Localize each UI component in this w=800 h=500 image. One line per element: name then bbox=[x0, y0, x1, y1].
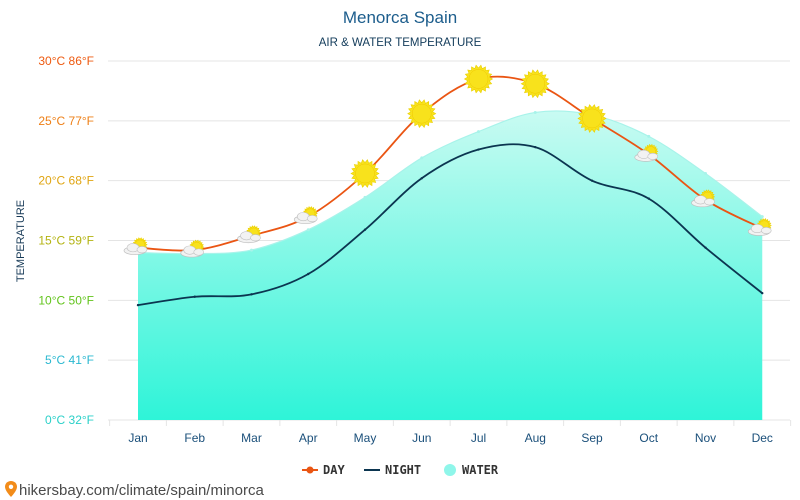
partly-cloudy-icon bbox=[634, 143, 659, 162]
footer-source-link[interactable]: hikersbay.com/climate/spain/minorca bbox=[19, 482, 264, 499]
sun-icon bbox=[520, 69, 550, 99]
x-tick-label: Apr bbox=[299, 431, 318, 445]
partly-cloudy-icon bbox=[180, 239, 205, 258]
partly-cloudy-icon bbox=[123, 237, 148, 256]
weather-icons-layer bbox=[123, 64, 772, 258]
night-point bbox=[761, 291, 764, 295]
water-area-layer bbox=[136, 110, 764, 420]
x-tick-label: Feb bbox=[184, 431, 205, 445]
y-tick-label: 5°C 41°F bbox=[45, 353, 94, 367]
x-tick-label: May bbox=[354, 431, 377, 445]
y-tick-label: 15°C 59°F bbox=[38, 234, 94, 248]
x-tick-label: Jun bbox=[412, 431, 431, 445]
legend-item-day[interactable]: DAY bbox=[302, 463, 345, 477]
sun-icon bbox=[577, 104, 607, 133]
x-tick-label: Oct bbox=[639, 431, 658, 445]
legend-night-label: NIGHT bbox=[385, 463, 421, 477]
night-point bbox=[477, 148, 480, 151]
water-point bbox=[477, 130, 480, 134]
partly-cloudy-icon bbox=[691, 189, 716, 208]
partly-cloudy-icon bbox=[747, 218, 772, 236]
legend-day-marker bbox=[306, 466, 314, 474]
night-point bbox=[647, 197, 650, 200]
water-point bbox=[250, 248, 253, 252]
y-tick-label: 0°C 32°F bbox=[45, 413, 94, 427]
night-point bbox=[363, 228, 367, 231]
x-tick-label: Nov bbox=[695, 431, 716, 445]
y-axis-label: TEMPERATURE bbox=[15, 200, 27, 282]
water-area bbox=[138, 110, 763, 420]
water-point bbox=[306, 228, 310, 232]
x-tick-label: Aug bbox=[525, 431, 546, 445]
location-pin-dot bbox=[8, 484, 14, 489]
sun-icon bbox=[463, 64, 494, 94]
water-point bbox=[363, 195, 367, 199]
water-point bbox=[760, 215, 764, 219]
legend-day-label: DAY bbox=[323, 463, 345, 477]
y-tick-label: 30°C 86°F bbox=[38, 54, 94, 68]
water-point bbox=[420, 156, 424, 160]
location-pin-icon bbox=[5, 481, 17, 497]
night-point bbox=[534, 145, 537, 149]
legend-water-label: WATER bbox=[462, 463, 499, 477]
night-point bbox=[250, 293, 253, 296]
legend-item-water[interactable]: WATER bbox=[444, 463, 499, 477]
y-tick-label: 10°C 50°F bbox=[38, 293, 94, 307]
legend: DAY NIGHT WATER bbox=[302, 463, 499, 477]
night-point bbox=[590, 179, 594, 182]
x-tick-labels: Jan Feb Mar Apr May Jun Jul Aug Sep Oct Nov Dec bbox=[128, 431, 773, 445]
footer: hikersbay.com/climate/spain/minorca bbox=[5, 481, 264, 499]
x-tick-label: Dec bbox=[752, 431, 773, 445]
x-tick-label: Mar bbox=[241, 431, 262, 445]
legend-item-night[interactable]: NIGHT bbox=[364, 463, 421, 477]
legend-water-swatch bbox=[444, 464, 456, 476]
night-point bbox=[136, 303, 140, 307]
night-point bbox=[420, 177, 423, 180]
x-tick-label: Jul bbox=[471, 431, 486, 445]
water-point bbox=[647, 134, 651, 138]
chart-subtitle: AIR & WATER TEMPERATURE bbox=[319, 37, 482, 49]
water-point bbox=[533, 110, 537, 114]
y-tick-labels: 0°C 32°F 5°C 41°F 10°C 50°F 15°C 59°F 20°C 6… bbox=[38, 54, 94, 427]
sun-icon bbox=[350, 159, 380, 188]
night-point bbox=[193, 295, 196, 298]
sun-icon bbox=[407, 99, 437, 129]
partly-cloudy-icon bbox=[237, 225, 262, 244]
y-tick-label: 25°C 77°F bbox=[38, 114, 94, 128]
chart-title: Menorca Spain bbox=[343, 8, 457, 27]
night-point bbox=[704, 246, 707, 249]
x-tick-label: Sep bbox=[581, 431, 603, 445]
night-point bbox=[307, 272, 310, 276]
x-tick-label: Jan bbox=[128, 431, 147, 445]
partly-cloudy-icon bbox=[293, 206, 318, 224]
water-point bbox=[704, 171, 707, 175]
y-tick-label: 20°C 68°F bbox=[38, 174, 94, 188]
